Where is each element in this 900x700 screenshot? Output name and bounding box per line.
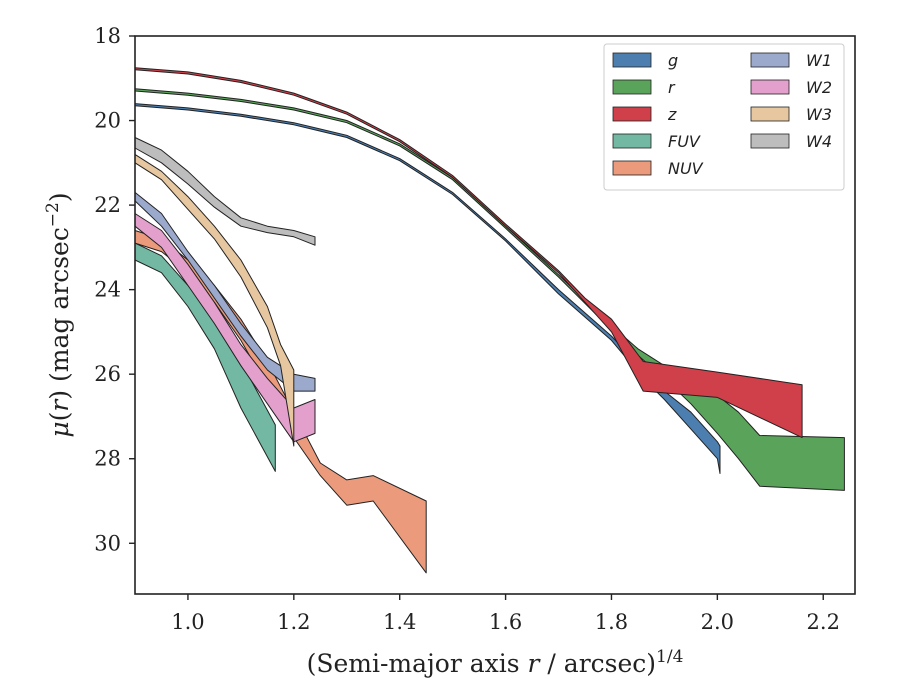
x-axis-title: (Semi-major axis r / arcsec)1/4: [307, 647, 684, 678]
band-z: [134, 67, 803, 439]
y-tick-label: 26: [94, 362, 121, 386]
legend: grz FUV NUV W1 W2 W3 W4: [603, 43, 845, 191]
legend-label-r: r: [668, 78, 676, 97]
legend-swatch-W2: [750, 79, 790, 95]
series-bands: [134, 67, 845, 574]
x-tick-label: 1.4: [383, 610, 416, 634]
y-tick-label: 30: [94, 531, 121, 555]
legend-label-NUV: NUV: [668, 159, 704, 178]
legend-swatch-W1: [750, 52, 790, 68]
band-W4: [134, 137, 316, 246]
band-r: [134, 88, 845, 491]
x-tick-label: 2.0: [701, 610, 734, 634]
x-tick-label: 1.8: [595, 610, 628, 634]
band-W2: [134, 213, 316, 443]
y-tick-label: 24: [94, 278, 121, 302]
x-tick-label: 1.6: [489, 610, 522, 634]
legend-swatch-r: [612, 79, 652, 95]
legend-label-FUV: FUV: [668, 132, 701, 151]
legend-swatch-FUV: [612, 133, 652, 149]
y-tick-label: 28: [94, 447, 121, 471]
band-g: [134, 103, 721, 474]
legend-swatch-W4: [750, 133, 790, 149]
band-W1: [134, 191, 316, 392]
legend-swatch-z: [612, 106, 652, 122]
y-axis-ticks: 18 20 22 24 26 28 30: [94, 24, 135, 555]
legend-label-z: z: [667, 105, 677, 124]
y-tick-label: 20: [94, 109, 121, 133]
legend-label-W2: W2: [806, 78, 832, 97]
x-tick-label: 2.2: [807, 610, 840, 634]
x-tick-label: 1.2: [277, 610, 310, 634]
y-tick-label: 18: [94, 24, 121, 48]
x-tick-label: 1.0: [171, 610, 204, 634]
legend-label-g: g: [668, 51, 678, 70]
legend-swatch-NUV: [612, 160, 652, 176]
band-W3: [134, 153, 295, 447]
legend-label-W4: W4: [806, 132, 832, 151]
plot-frame: [134, 35, 856, 595]
legend-swatch-W3: [750, 106, 790, 122]
x-axis-ticks: 1.0 1.2 1.4 1.6 1.8 2.0 2.2: [171, 594, 840, 634]
legend-label-W3: W3: [806, 105, 832, 124]
y-axis-title: μ(r) (mag arcsec−2): [43, 192, 74, 437]
y-tick-label: 22: [94, 193, 121, 217]
legend-label-W1: W1: [806, 51, 832, 70]
legend-swatch-g: [612, 52, 652, 68]
